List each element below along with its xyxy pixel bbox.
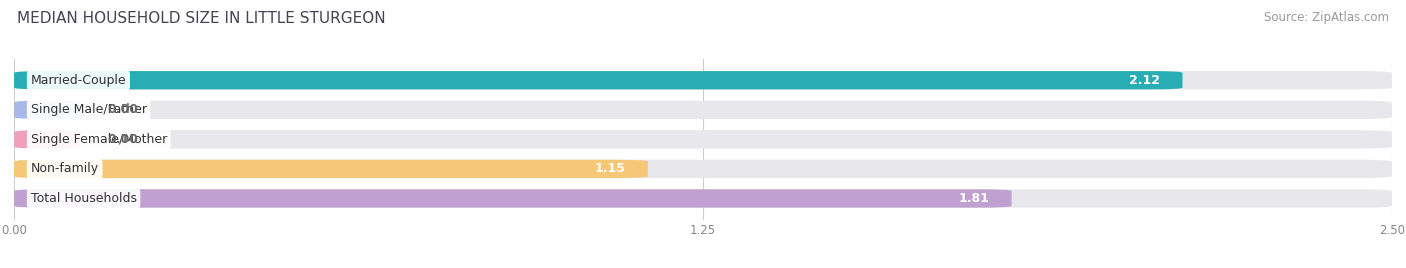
FancyBboxPatch shape [14,160,648,178]
Text: 1.81: 1.81 [959,192,990,205]
Text: Married-Couple: Married-Couple [31,74,127,87]
FancyBboxPatch shape [14,189,1392,208]
Text: Single Male/Father: Single Male/Father [31,103,146,116]
Text: 0.00: 0.00 [108,103,139,116]
FancyBboxPatch shape [14,71,1182,90]
Text: 2.12: 2.12 [1129,74,1160,87]
FancyBboxPatch shape [14,130,80,148]
FancyBboxPatch shape [14,130,1392,148]
Text: Single Female/Mother: Single Female/Mother [31,133,167,146]
FancyBboxPatch shape [14,101,80,119]
Text: 0.00: 0.00 [108,133,139,146]
FancyBboxPatch shape [14,189,1012,208]
FancyBboxPatch shape [14,160,1392,178]
FancyBboxPatch shape [14,101,1392,119]
Text: MEDIAN HOUSEHOLD SIZE IN LITTLE STURGEON: MEDIAN HOUSEHOLD SIZE IN LITTLE STURGEON [17,11,385,26]
Text: Source: ZipAtlas.com: Source: ZipAtlas.com [1264,11,1389,24]
Text: Non-family: Non-family [31,162,98,176]
Text: 1.15: 1.15 [595,162,626,176]
FancyBboxPatch shape [14,71,1392,90]
Text: Total Households: Total Households [31,192,136,205]
